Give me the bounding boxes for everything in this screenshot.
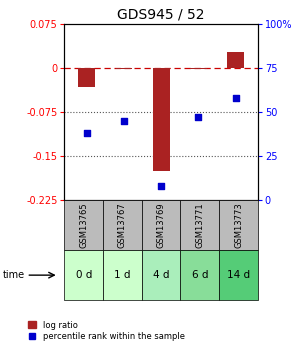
Legend: log ratio, percentile rank within the sample: log ratio, percentile rank within the sa… bbox=[28, 321, 185, 341]
Text: 0 d: 0 d bbox=[76, 270, 92, 280]
Point bbox=[196, 115, 201, 120]
Text: 6 d: 6 d bbox=[192, 270, 208, 280]
Point bbox=[159, 183, 163, 189]
Bar bbox=[153, 68, 170, 171]
Bar bbox=[227, 52, 244, 68]
Bar bbox=[79, 68, 95, 88]
Bar bbox=[116, 68, 132, 69]
Text: 14 d: 14 d bbox=[227, 270, 250, 280]
Point bbox=[233, 95, 238, 101]
Title: GDS945 / 52: GDS945 / 52 bbox=[117, 8, 205, 22]
Text: GSM13769: GSM13769 bbox=[157, 202, 166, 248]
Bar bbox=[190, 68, 207, 69]
Text: GSM13773: GSM13773 bbox=[234, 202, 243, 248]
Text: time: time bbox=[3, 270, 25, 280]
Point bbox=[84, 130, 89, 136]
Point bbox=[122, 118, 126, 124]
Text: 1 d: 1 d bbox=[114, 270, 131, 280]
Text: 4 d: 4 d bbox=[153, 270, 169, 280]
Text: GSM13771: GSM13771 bbox=[195, 202, 204, 248]
Text: GSM13765: GSM13765 bbox=[79, 202, 88, 248]
Text: GSM13767: GSM13767 bbox=[118, 202, 127, 248]
